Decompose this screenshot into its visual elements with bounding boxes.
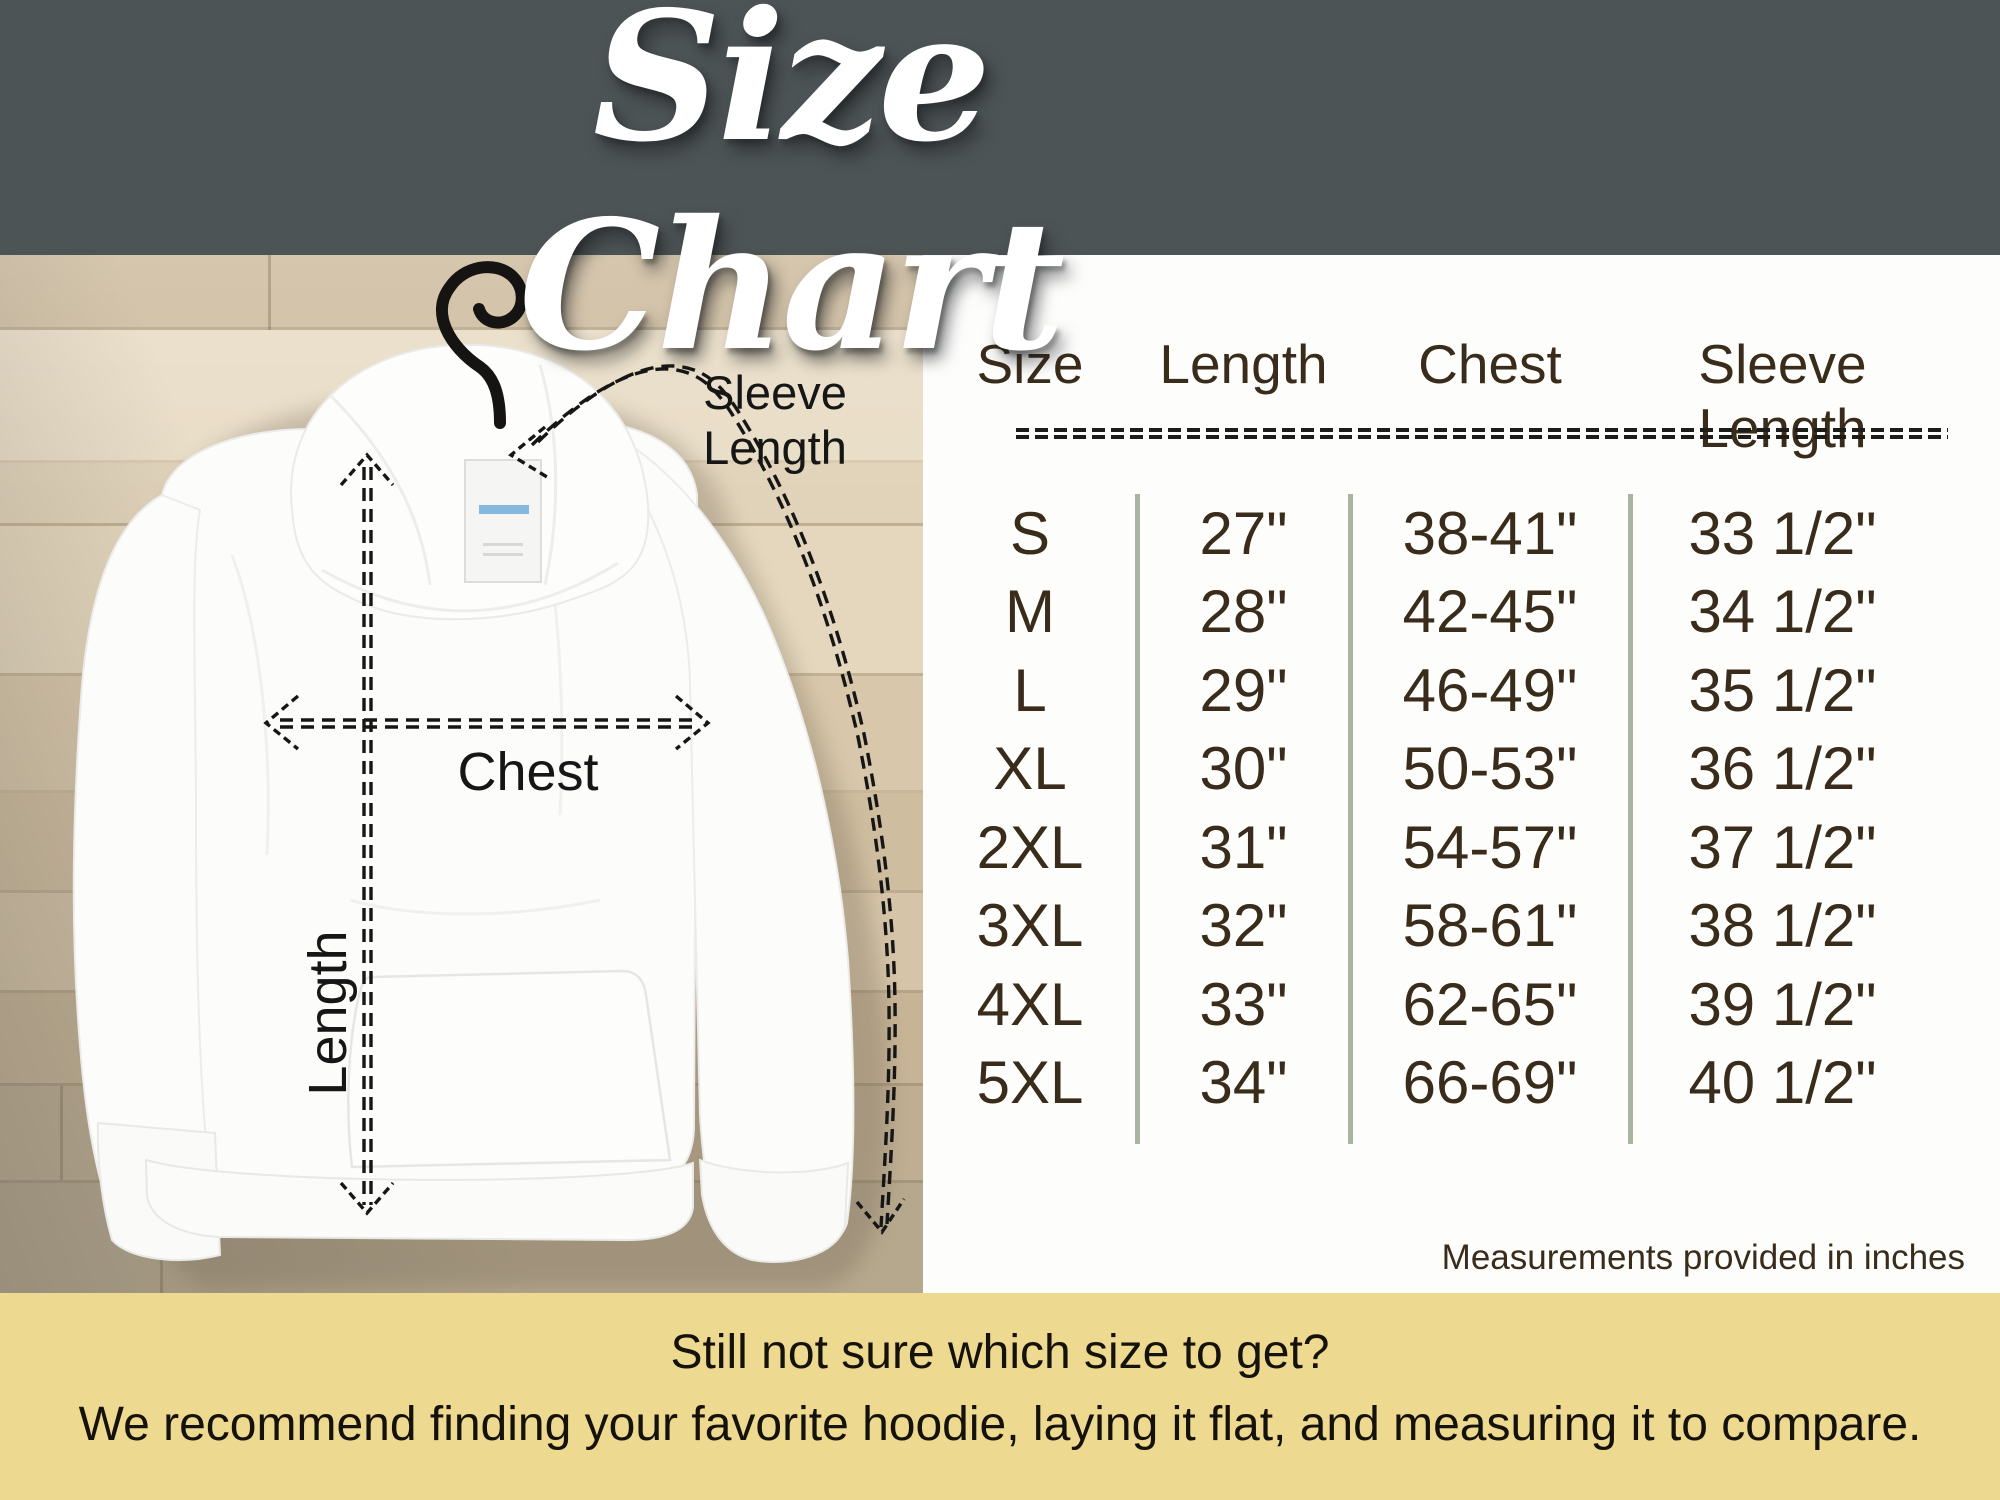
sleeve-arrowheads [508,425,906,1235]
column-divider [1348,494,1353,1144]
cell-length: 33" [1199,970,1288,1038]
cell-length: 30" [1199,735,1288,803]
table-row: M 28" 42-45" 34 1/2" [923,573,1935,652]
cell-length: 27" [1199,499,1288,567]
hoodie-right-cuff [698,1158,850,1263]
cell-size: S [1009,499,1051,567]
header-separator [1016,428,1948,442]
length-arrowheads [339,452,395,1216]
cell-sleeve: 33 1/2" [1688,499,1877,567]
measurement-arrows [263,364,906,1235]
wood-seam [268,255,271,330]
cell-sleeve: 39 1/2" [1688,970,1877,1038]
table-row: XL 30" 50-53" 36 1/2" [923,730,1935,809]
column-header-length: Length [1159,333,1328,395]
cell-size: 3XL [976,892,1084,960]
page-title: Size Chart [518,0,1065,390]
cell-size: XL [993,735,1067,803]
length-label: Length [298,930,358,1096]
table-body: S 27" 38-41" 33 1/2" M 28" 42-45" 34 1/2… [923,494,1935,1122]
cell-sleeve: 38 1/2" [1688,892,1877,960]
cell-length: 32" [1199,892,1288,960]
hoodie-right-sleeve [579,419,855,1261]
neck-tag [464,459,542,583]
table-row: 4XL 33" 62-65" 39 1/2" [923,965,1935,1044]
cell-chest: 58-61" [1402,892,1578,960]
hanger-hook [435,261,528,429]
cell-sleeve: 40 1/2" [1688,1049,1877,1117]
table-row: S 27" 38-41" 33 1/2" [923,494,1935,573]
hoodie-pocket [347,969,672,1169]
table-row: 2XL 31" 54-57" 37 1/2" [923,808,1935,887]
cell-length: 31" [1199,813,1288,881]
chest-label: Chest [457,742,599,802]
cell-chest: 66-69" [1402,1049,1578,1117]
column-header-chest: Chest [1418,333,1562,395]
column-divider [1135,494,1140,1144]
dashed-line [1016,428,1948,432]
measurement-note: Measurements provided in inches [1441,1238,1965,1277]
cell-size: M [1005,578,1055,646]
footer-question: Still not sure which size to get? [670,1326,1330,1379]
chest-arrowheads [263,694,711,751]
hood-folds [321,364,619,613]
cell-size: 4XL [976,970,1084,1038]
cell-sleeve: 37 1/2" [1688,813,1877,881]
column-header-size: Size [976,333,1084,395]
sleeve-length-label: Sleeve Length [703,366,847,474]
table-row: 3XL 32" 58-61" 38 1/2" [923,887,1935,966]
footer-band: Still not sure which size to get? We rec… [0,1293,2000,1500]
cell-size: 5XL [976,1049,1084,1117]
cell-chest: 42-45" [1402,578,1578,646]
cell-chest: 38-41" [1402,499,1578,567]
header-band [0,0,2000,255]
table-row: L 29" 46-49" 35 1/2" [923,651,1935,730]
cell-sleeve: 36 1/2" [1688,735,1877,803]
dashed-line [1016,435,1948,439]
cell-chest: 50-53" [1402,735,1578,803]
cell-chest: 46-49" [1402,656,1578,724]
cell-length: 28" [1199,578,1288,646]
hoodie-hem [144,1158,694,1242]
table-row: 5XL 34" 66-69" 40 1/2" [923,1044,1935,1123]
cell-chest: 54-57" [1402,813,1578,881]
cell-size: 2XL [976,813,1084,881]
footer-recommendation: We recommend finding your favorite hoodi… [78,1398,1922,1451]
sleeve-arrow-line [530,364,897,1228]
cell-size: L [1013,656,1047,724]
chest-arrow-line [280,718,694,729]
cell-sleeve: 34 1/2" [1688,578,1877,646]
cell-length: 34" [1199,1049,1288,1117]
table-header-row: Size Length Chest Sleeve Length [923,332,1935,460]
wood-seam [60,1086,63,1180]
length-arrow-line [362,467,373,1205]
cell-chest: 62-65" [1402,970,1578,1038]
cell-length: 29" [1199,656,1288,724]
column-divider [1628,494,1633,1144]
hoodie-photo [72,261,906,1289]
cell-sleeve: 35 1/2" [1688,656,1877,724]
